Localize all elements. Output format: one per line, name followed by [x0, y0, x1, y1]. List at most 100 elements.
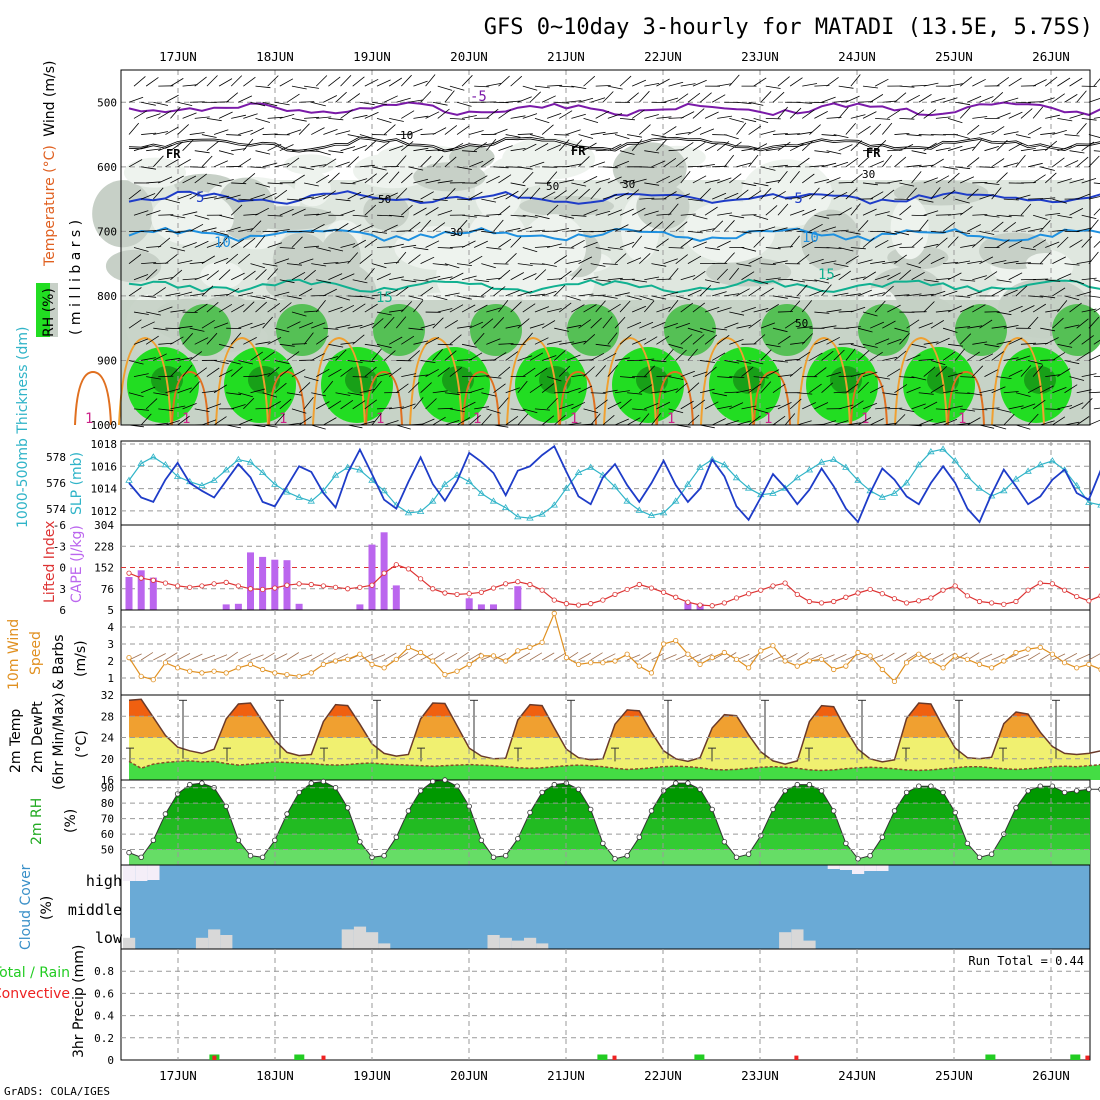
wind-barb: [347, 392, 363, 396]
wind-barb: [632, 408, 648, 411]
wind-barb: [850, 173, 863, 184]
thickness-line-marker: [1036, 461, 1044, 468]
wind-barb: [602, 389, 618, 394]
wind-barb: [1003, 289, 1018, 297]
wind-barb: [675, 322, 691, 329]
lifted-index-line-marker: [235, 583, 241, 589]
wind-barb: [146, 181, 162, 184]
rh-moist-upper: [470, 304, 522, 356]
wind-barb: [128, 159, 143, 168]
thickness-line-marker: [429, 497, 437, 504]
wind-barb: [809, 165, 825, 168]
wind10-line-marker: [758, 648, 764, 654]
wind-barb: [444, 350, 457, 361]
wind-barb: [748, 287, 762, 297]
wind-barb: [833, 263, 849, 267]
wind-barb: [255, 85, 271, 89]
wind-barb: [444, 320, 458, 329]
wind-barb: [328, 118, 344, 121]
isotherm-20: [700, 336, 754, 426]
rh2m-marker: [685, 780, 691, 786]
wind-barb: [741, 182, 757, 187]
precip-total-bar: [1070, 1054, 1081, 1060]
wind-barb: [753, 376, 769, 379]
wind-barb: [967, 417, 981, 426]
rh2m-marker: [320, 778, 327, 785]
thickness-line-marker: [173, 472, 182, 479]
wind-barb: [449, 334, 462, 345]
wind-barb: [152, 187, 164, 200]
wind-barb: [1015, 355, 1031, 361]
wind-barb: [571, 182, 587, 187]
wind-barb: [850, 247, 866, 250]
wind-barb: [335, 392, 351, 396]
wind-barb: [529, 383, 543, 394]
wind-barb: [571, 374, 587, 377]
wind10-barb: [1088, 653, 1100, 661]
wind10-line-marker: [126, 654, 132, 661]
wind-barb: [255, 207, 269, 216]
wind-barb: [845, 255, 859, 264]
wind-barb: [991, 386, 1006, 394]
wind-barb: [668, 376, 684, 380]
wind-barb: [1040, 420, 1055, 426]
wind-barb: [383, 192, 398, 200]
wind-barb: [991, 92, 1004, 103]
wind-barb: [712, 327, 728, 331]
lifted-index-line-marker: [867, 586, 873, 593]
wind-barb: [517, 166, 533, 170]
thickness-line-marker: [611, 483, 619, 490]
lifted-index-line-marker: [199, 583, 205, 589]
wind-barb: [687, 255, 702, 264]
wind-barb: [814, 179, 830, 184]
wind-barb: [717, 212, 733, 216]
wind-barb: [146, 148, 162, 152]
wind-barb: [663, 157, 677, 168]
wind-barb: [772, 327, 788, 333]
wind10-line-marker: [867, 653, 873, 659]
wind-barb: [821, 420, 837, 426]
wind-barb: [1003, 162, 1019, 168]
precip-panel: 00.20.40.60.8 Run Total = 0.44 Total / R…: [0, 945, 1091, 1067]
wind-barb: [323, 129, 338, 135]
wind-barb: [930, 97, 946, 103]
wind-barb: [717, 83, 733, 87]
wind-barb: [262, 133, 278, 135]
wind-barb: [809, 187, 820, 200]
cape-bar: [514, 586, 522, 610]
wind-barb: [967, 325, 983, 329]
wind-barb: [267, 182, 283, 185]
precip-conv-bar: [212, 1055, 217, 1060]
wind-barb: [493, 128, 508, 135]
rh-moist-upper: [179, 304, 231, 356]
precip-conv-bar: [1085, 1055, 1090, 1060]
wind-barb: [663, 191, 677, 200]
wind-barb: [1003, 198, 1019, 201]
precip-total-bar: [985, 1054, 996, 1060]
wind-barb: [352, 239, 366, 248]
rh2m-marker: [855, 856, 861, 862]
wind-barb: [218, 343, 234, 349]
wind-barb: [874, 239, 889, 248]
wind-barb: [432, 222, 446, 232]
wind-barb: [741, 307, 756, 313]
wind-barb: [651, 263, 667, 267]
wind-barb: [687, 198, 703, 202]
wind-barb: [218, 179, 234, 184]
wind-barb: [566, 163, 582, 168]
wind-barb: [1088, 354, 1100, 361]
wind-barb: [911, 171, 922, 184]
wind-barb: [335, 198, 351, 202]
wind-barb: [389, 214, 405, 218]
wind-barb: [250, 194, 265, 200]
rh-patch: [319, 230, 361, 284]
slp-tick: 1016: [91, 460, 118, 473]
wind10-barb: [651, 653, 664, 661]
pressure-tick-label: 500: [97, 96, 117, 109]
wind-barb: [736, 324, 752, 329]
wind-barb: [711, 220, 724, 232]
wind-barb: [614, 253, 627, 264]
lifted-index-line-marker: [1074, 593, 1080, 600]
wind-barb: [948, 213, 963, 216]
wind10-barb: [408, 652, 421, 661]
